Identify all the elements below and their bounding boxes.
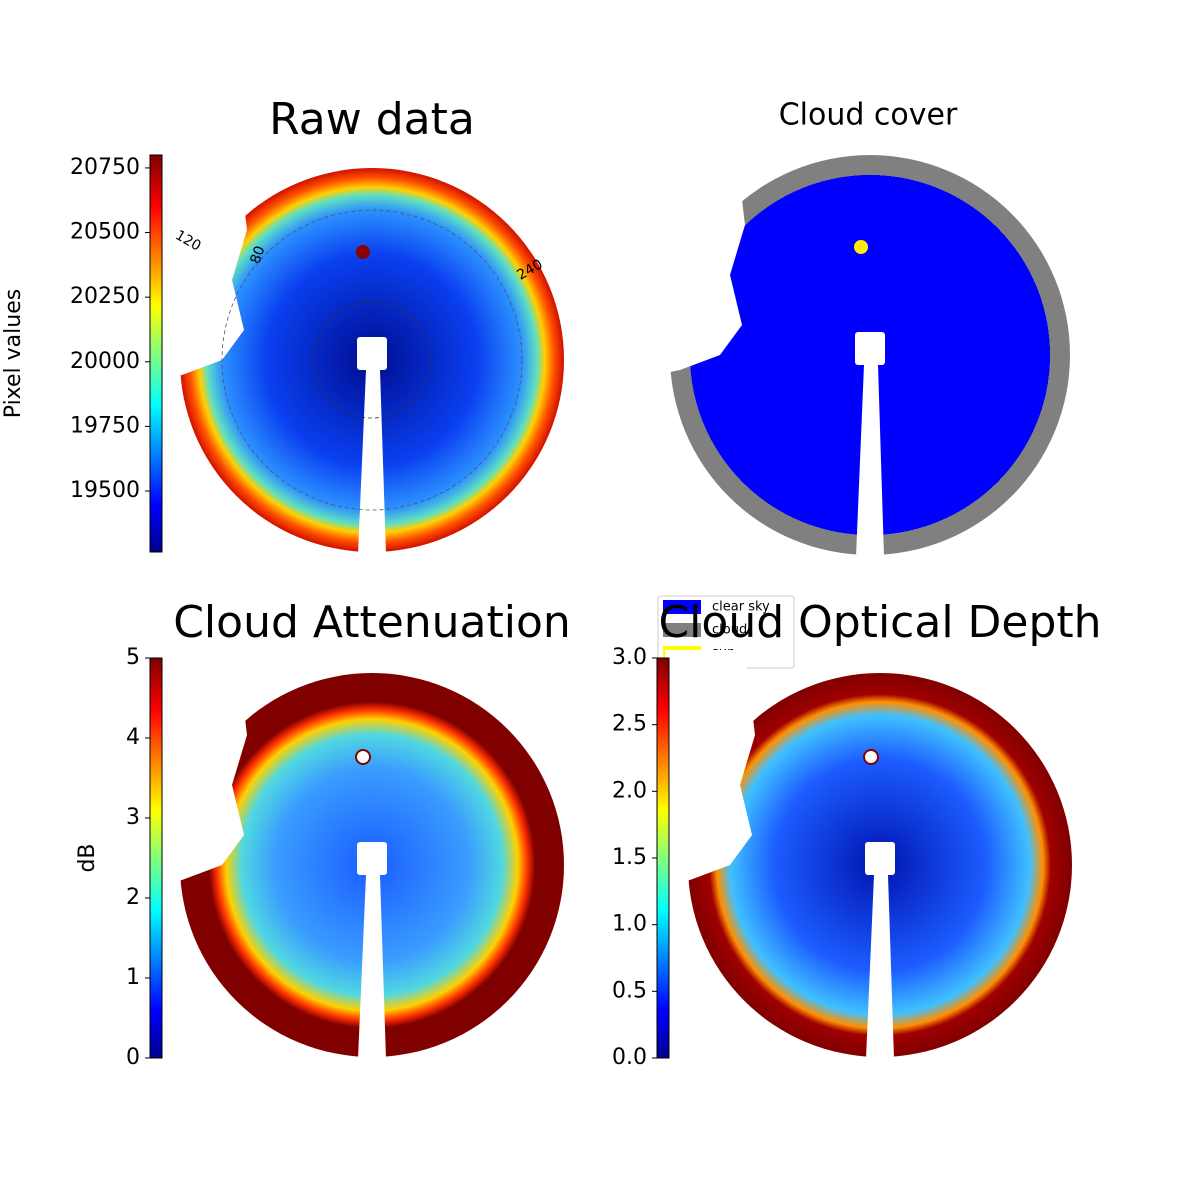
masked-region [655,140,745,375]
legend-label: cloud [712,623,747,638]
colorbar-tick-label: 20750 [70,155,140,180]
camera-arm [866,875,894,1059]
colorbar-tick-label: 20500 [70,220,140,245]
polar-grid [221,209,523,511]
colorbar-tick-label: 20250 [70,284,140,309]
colorbar [149,154,163,553]
colorbar-tick-label: 5 [126,645,140,670]
colorbar-tick-label: 19500 [70,478,140,503]
sun [356,245,370,259]
sky-image [655,140,1070,557]
camera-arm [358,370,386,554]
colorbar-tick-label: 0 [126,1045,140,1070]
colorbar-tick-label: 4 [126,725,140,750]
masked-region [157,145,247,380]
masked-region [157,650,247,885]
colorbar [149,657,163,1059]
colorbar-tick-label: 1.0 [612,912,647,937]
sky-image [665,650,1072,1059]
colorbar-tick-label: 2 [126,885,140,910]
chart-title: Cloud Attenuation [173,597,571,648]
colorbar-tick-label: 3 [126,805,140,830]
camera-arm [855,332,885,365]
legend-swatch [663,623,701,637]
colorbar-tick-label: 19750 [70,413,140,438]
colorbar [656,657,670,1059]
colorbar-tick-label: 0.5 [612,978,647,1003]
colorbar-tick-label: 3.0 [612,645,647,670]
camera-arm [856,365,884,557]
masked-region [665,650,755,885]
camera-arm [357,842,387,875]
sun [355,749,371,765]
sun [854,240,868,254]
colorbar-tick-label: 0.0 [612,1045,647,1070]
legend-swatch [663,600,701,614]
colorbar-label: dB [75,843,100,872]
colorbar-label: Pixel values [1,289,26,418]
sky-image [157,145,564,554]
chart-title: Cloud Optical Depth [658,597,1101,648]
legend-label: clear sky [712,600,770,615]
colorbar-tick-label: 20000 [70,349,140,374]
colorbar-tick-label: 1 [126,965,140,990]
colorbar-tick-label: 2.0 [612,778,647,803]
camera-arm [358,875,386,1059]
camera-arm [357,337,387,370]
chart-title: Raw data [269,94,475,145]
polar-grid [313,301,431,419]
colorbar-tick-label: 1.5 [612,845,647,870]
camera-arm [865,842,895,875]
sky-image [157,650,564,1059]
colorbar-tick-label: 2.5 [612,712,647,737]
chart-title: Cloud cover [779,98,958,133]
polar-annotation: 80 [247,244,268,266]
sun [863,749,879,765]
